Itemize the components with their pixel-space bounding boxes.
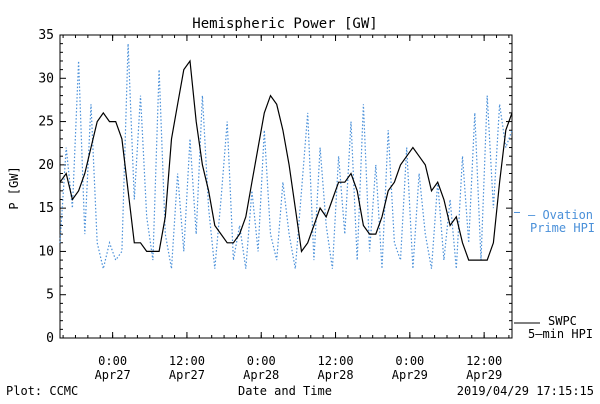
y-tick-label: 20 [38,158,54,173]
footer-credit: Plot: CCMC [6,384,78,398]
x-tick-label-time: 12:00 [317,354,353,368]
x-tick-label-date: Apr28 [243,368,279,382]
y-tick-label: 15 [38,201,54,216]
chart-title: Hemispheric Power [GW] [192,16,377,32]
footer-timestamp: 2019/04/29 17:15:15 [457,384,594,398]
legend-ovation-line1: — Ovation [528,208,593,222]
x-tick-label-time: 12:00 [466,354,502,368]
y-axis-label: P [GW] [7,166,21,209]
series-layer [60,44,512,269]
y-tick-label: 30 [38,71,54,86]
y-tick-label: 25 [38,115,54,130]
swpc-5min-hpi-line [60,61,512,260]
ovation-prime-hpi-line [60,44,512,269]
legend-swpc-line1: SWPC [548,314,577,328]
legend-swpc-line2: 5—min HPI [528,327,593,341]
y-ticks: 0 5 10 15 20 25 30 35 [38,28,512,346]
x-tick-label-time: 0:00 [98,354,127,368]
x-tick-label-date: Apr27 [95,368,131,382]
x-tick-label-date: Apr29 [466,368,502,382]
y-tick-label: 35 [38,28,54,43]
y-tick-label: 5 [46,288,54,303]
x-tick-label-time: 0:00 [395,354,424,368]
x-tick-label-time: 12:00 [169,354,205,368]
x-axis-label: Date and Time [238,384,332,398]
x-tick-label-date: Apr27 [169,368,205,382]
x-tick-label-date: Apr28 [317,368,353,382]
x-tick-label-time: 0:00 [247,354,276,368]
legend-ovation-line2: Prime HPI [530,221,595,235]
y-tick-label: 10 [38,244,54,259]
y-tick-label: 0 [46,331,54,346]
x-tick-label-date: Apr29 [392,368,428,382]
